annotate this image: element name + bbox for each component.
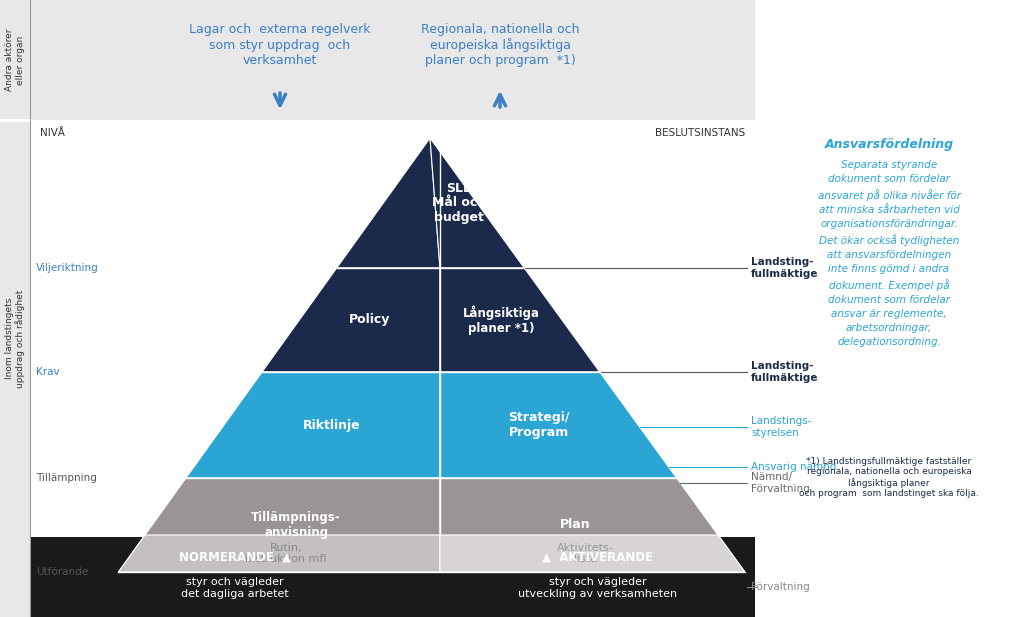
Text: Ansvarsfördelning: Ansvarsfördelning [825, 138, 953, 151]
Text: BESLUTSINSTANS: BESLUTSINSTANS [655, 128, 745, 138]
Text: SLL
Mål och
budget: SLL Mål och budget [432, 181, 486, 225]
Polygon shape [440, 535, 745, 572]
Text: Krav: Krav [36, 367, 59, 377]
Text: Policy: Policy [349, 313, 391, 326]
Text: Landstings-
styrelsen: Landstings- styrelsen [751, 416, 811, 438]
Text: Landsting-
fullmäktige: Landsting- fullmäktige [751, 257, 818, 279]
Bar [30, 537, 755, 617]
Text: Förvaltning: Förvaltning [751, 582, 810, 592]
Text: NIVÅ: NIVÅ [40, 128, 64, 138]
Text: Tillämpning: Tillämpning [36, 473, 97, 483]
Polygon shape [440, 478, 745, 572]
Text: ▲  AKTIVERANDE: ▲ AKTIVERANDE [542, 551, 653, 564]
Text: Aktivitets-
lista: Aktivitets- lista [558, 543, 614, 565]
Text: Lagar och  externa regelverk
som styr uppdrag  och
verksamhet: Lagar och externa regelverk som styr upp… [189, 23, 370, 67]
Text: Nämnd/
Förvaltning: Nämnd/ Förvaltning [751, 472, 810, 494]
Text: Landsting-
fullmäktige: Landsting- fullmäktige [751, 361, 818, 383]
Text: Rutin,
instruktion mfl: Rutin, instruktion mfl [246, 543, 326, 565]
Polygon shape [186, 372, 440, 478]
Text: Inom landstingets
uppdrag och rådighet: Inom landstingets uppdrag och rådighet [5, 289, 26, 387]
Text: Viljeriktning: Viljeriktning [36, 263, 99, 273]
Polygon shape [430, 138, 525, 268]
Text: styr och vägleder
utveckling av verksamheten: styr och vägleder utveckling av verksamh… [518, 577, 677, 598]
Bar [0, 0, 30, 120]
Polygon shape [119, 478, 440, 572]
Text: Tillämpnings-
anvisning: Tillämpnings- anvisning [252, 511, 341, 539]
Bar [30, 0, 755, 120]
Polygon shape [440, 372, 676, 478]
Text: *1) Landstingsfullmäktige fastställer
regionala, nationella och europeiska
långs: *1) Landstingsfullmäktige fastställer re… [799, 457, 979, 499]
Text: Långsiktiga
planer *1): Långsiktiga planer *1) [462, 305, 539, 335]
Bar [30, 120, 755, 538]
Polygon shape [262, 268, 440, 372]
Text: NORMERANDE  ▲: NORMERANDE ▲ [179, 551, 292, 564]
Text: styr och vägleder
det dagliga arbetet: styr och vägleder det dagliga arbetet [181, 577, 288, 598]
Polygon shape [337, 138, 440, 268]
Text: Riktlinje: Riktlinje [303, 418, 361, 431]
Text: Plan: Plan [560, 518, 590, 531]
Text: Andra aktörer
eller organ: Andra aktörer eller organ [5, 29, 25, 91]
Bar [0, 120, 30, 617]
Polygon shape [119, 535, 440, 572]
Text: Strategi/
Program: Strategi/ Program [508, 411, 570, 439]
Text: Regionala, nationella och
europeiska långsiktiga
planer och program  *1): Regionala, nationella och europeiska lån… [420, 23, 579, 67]
Text: Utförande: Utförande [36, 567, 88, 577]
Text: Separata styrande
dokument som fördelar
ansvaret på olika nivåer för
att minska : Separata styrande dokument som fördelar … [817, 160, 961, 347]
Text: Ansvarig nämnd: Ansvarig nämnd [751, 462, 837, 472]
Polygon shape [440, 268, 599, 372]
